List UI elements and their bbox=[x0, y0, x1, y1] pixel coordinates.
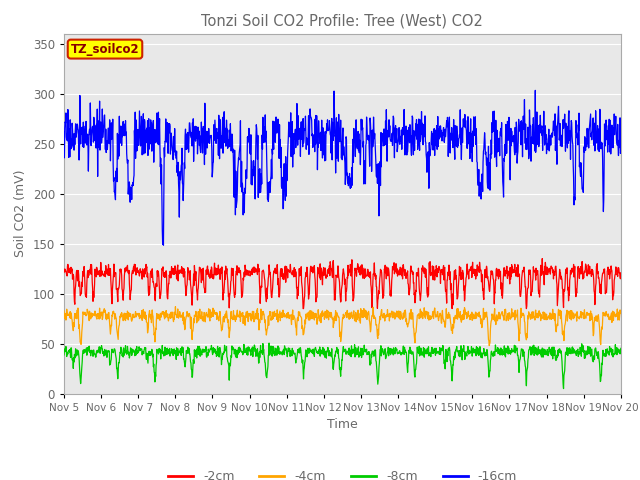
X-axis label: Time: Time bbox=[327, 418, 358, 431]
Text: TZ_soilco2: TZ_soilco2 bbox=[70, 43, 140, 56]
Y-axis label: Soil CO2 (mV): Soil CO2 (mV) bbox=[14, 170, 27, 257]
Legend: -2cm, -4cm, -8cm, -16cm: -2cm, -4cm, -8cm, -16cm bbox=[163, 465, 522, 480]
Title: Tonzi Soil CO2 Profile: Tree (West) CO2: Tonzi Soil CO2 Profile: Tree (West) CO2 bbox=[202, 13, 483, 28]
